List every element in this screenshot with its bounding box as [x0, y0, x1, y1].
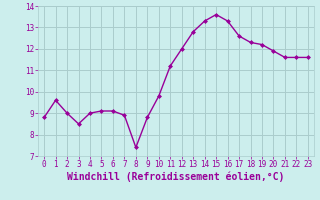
- X-axis label: Windchill (Refroidissement éolien,°C): Windchill (Refroidissement éolien,°C): [67, 172, 285, 182]
